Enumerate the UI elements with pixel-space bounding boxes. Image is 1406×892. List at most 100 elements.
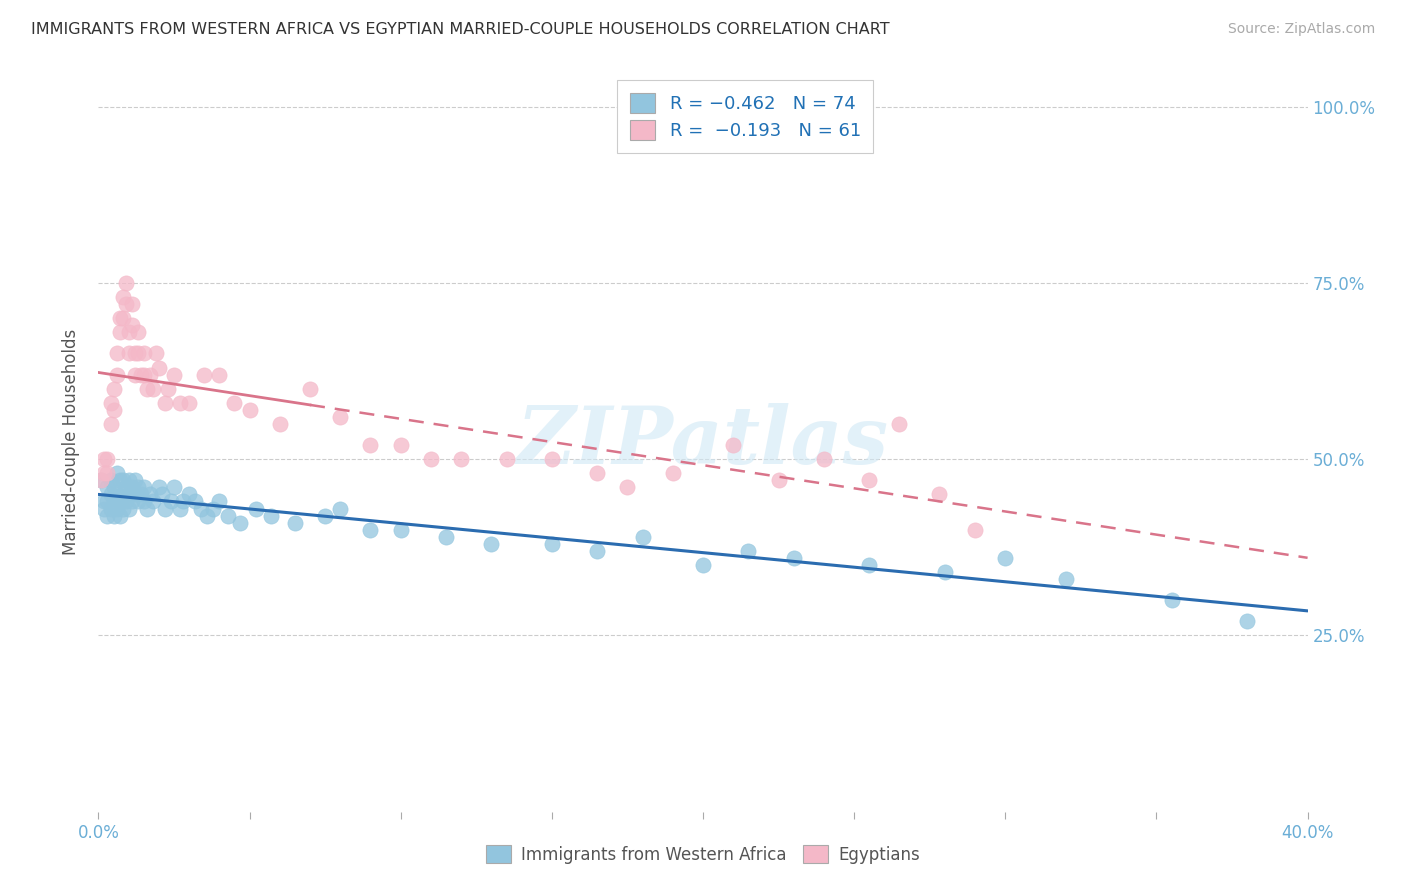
Point	[121, 318, 143, 333]
Point	[783, 550, 806, 565]
Point	[100, 473, 122, 487]
Point	[163, 480, 186, 494]
Point	[1054, 572, 1077, 586]
Point	[934, 565, 956, 579]
Point	[96, 508, 118, 523]
Point	[108, 311, 131, 326]
Point	[103, 494, 125, 508]
Point	[389, 523, 412, 537]
Point	[148, 480, 170, 494]
Point	[127, 494, 149, 508]
Point	[217, 508, 239, 523]
Point	[121, 480, 143, 494]
Point	[108, 508, 131, 523]
Point	[100, 396, 122, 410]
Point	[260, 508, 283, 523]
Point	[193, 368, 215, 382]
Point	[103, 402, 125, 417]
Point	[96, 452, 118, 467]
Point	[495, 452, 517, 467]
Point	[132, 494, 155, 508]
Point	[540, 537, 562, 551]
Point	[858, 473, 880, 487]
Point	[1236, 615, 1258, 629]
Point	[631, 530, 654, 544]
Point	[121, 494, 143, 508]
Point	[111, 487, 134, 501]
Point	[169, 396, 191, 410]
Point	[93, 494, 115, 508]
Point	[105, 368, 128, 382]
Legend: Immigrants from Western Africa, Egyptians: Immigrants from Western Africa, Egyptian…	[479, 838, 927, 871]
Point	[105, 487, 128, 501]
Point	[96, 480, 118, 494]
Point	[124, 473, 146, 487]
Point	[179, 396, 201, 410]
Point	[540, 452, 562, 467]
Point	[245, 501, 267, 516]
Point	[114, 494, 136, 508]
Point	[434, 530, 457, 544]
Point	[768, 473, 790, 487]
Point	[269, 417, 291, 431]
Point	[153, 396, 176, 410]
Point	[314, 508, 336, 523]
Point	[239, 402, 262, 417]
Point	[179, 487, 201, 501]
Point	[118, 487, 141, 501]
Text: IMMIGRANTS FROM WESTERN AFRICA VS EGYPTIAN MARRIED-COUPLE HOUSEHOLDS CORRELATION: IMMIGRANTS FROM WESTERN AFRICA VS EGYPTI…	[31, 22, 890, 37]
Point	[129, 368, 152, 382]
Point	[100, 417, 122, 431]
Point	[202, 501, 225, 516]
Point	[118, 325, 141, 339]
Point	[111, 473, 134, 487]
Point	[142, 494, 165, 508]
Point	[105, 501, 128, 516]
Point	[190, 501, 212, 516]
Point	[661, 467, 683, 481]
Point	[118, 346, 141, 360]
Point	[616, 480, 638, 494]
Point	[142, 382, 165, 396]
Point	[737, 544, 759, 558]
Point	[172, 494, 194, 508]
Point	[103, 508, 125, 523]
Point	[195, 508, 218, 523]
Point	[208, 368, 231, 382]
Point	[127, 480, 149, 494]
Point	[329, 409, 352, 424]
Point	[450, 452, 472, 467]
Point	[858, 558, 880, 572]
Point	[1160, 593, 1182, 607]
Point	[153, 501, 176, 516]
Point	[127, 346, 149, 360]
Point	[148, 360, 170, 375]
Point	[111, 501, 134, 516]
Point	[481, 537, 503, 551]
Point	[121, 297, 143, 311]
Point	[114, 276, 136, 290]
Point	[139, 487, 162, 501]
Point	[118, 501, 141, 516]
Point	[889, 417, 911, 431]
Y-axis label: Married-couple Households: Married-couple Households	[62, 328, 80, 555]
Point	[184, 494, 207, 508]
Point	[129, 487, 152, 501]
Point	[105, 467, 128, 481]
Point	[169, 501, 191, 516]
Point	[160, 494, 183, 508]
Text: ZIPatlas: ZIPatlas	[517, 403, 889, 480]
Point	[127, 325, 149, 339]
Point	[93, 467, 115, 481]
Point	[100, 501, 122, 516]
Point	[108, 325, 131, 339]
Point	[93, 452, 115, 467]
Point	[813, 452, 835, 467]
Point	[586, 544, 609, 558]
Point	[284, 516, 307, 530]
Point	[150, 487, 173, 501]
Point	[96, 494, 118, 508]
Point	[389, 438, 412, 452]
Point	[100, 487, 122, 501]
Point	[994, 550, 1017, 565]
